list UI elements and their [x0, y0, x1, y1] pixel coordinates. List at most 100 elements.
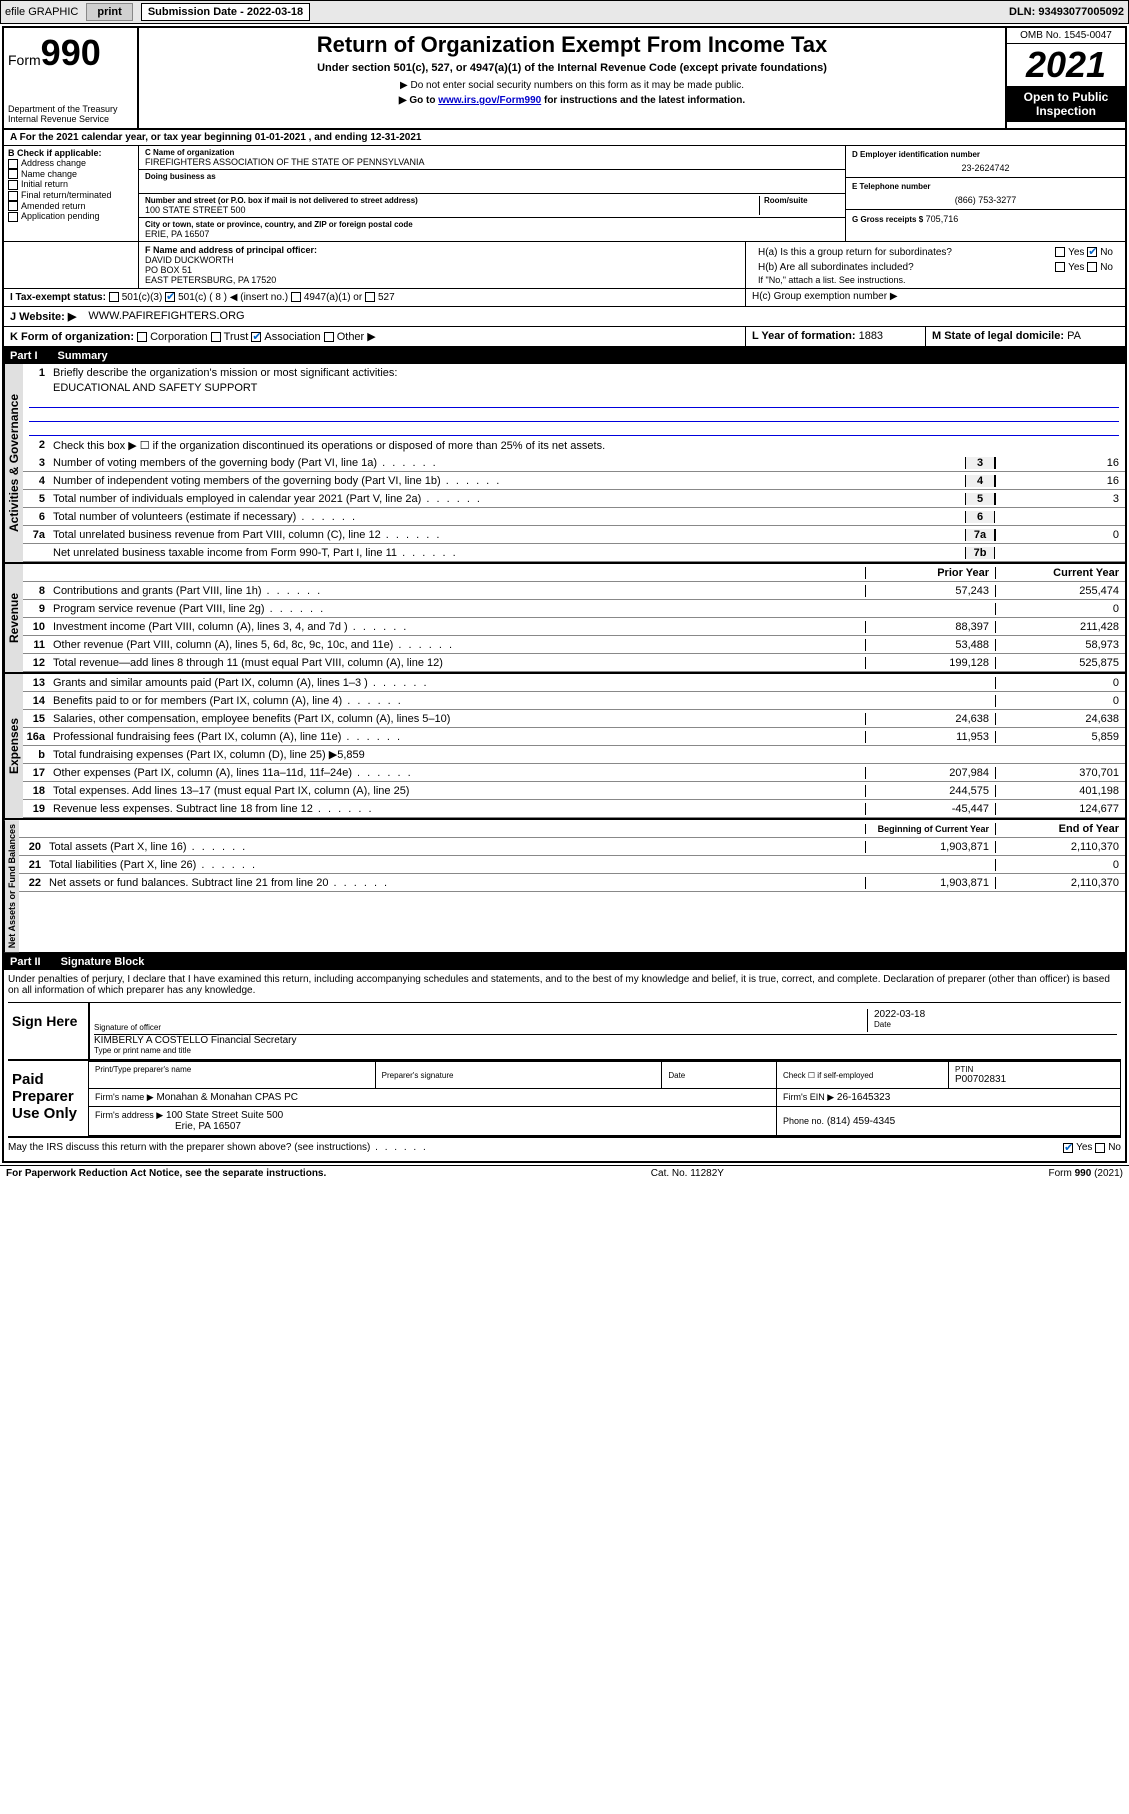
l4-desc: Number of independent voting members of … — [51, 475, 965, 487]
signature-block: Under penalties of perjury, I declare th… — [4, 970, 1125, 1161]
domicile-value: PA — [1067, 330, 1081, 342]
sig-date: 2022-03-18 — [874, 1009, 1117, 1020]
form-word: Form — [8, 52, 41, 68]
firm-name: Monahan & Monahan CPAS PC — [156, 1092, 298, 1103]
open-public-badge: Open to Public Inspection — [1007, 86, 1125, 122]
hb-yes[interactable] — [1055, 262, 1065, 272]
l3-val: 16 — [995, 457, 1125, 469]
part2-header: Part II Signature Block — [4, 954, 1125, 970]
dept-treasury: Department of the Treasury — [8, 104, 133, 114]
chk-address-change[interactable] — [8, 159, 18, 169]
org-address: 100 STATE STREET 500 — [145, 205, 759, 215]
vert-net: Net Assets or Fund Balances — [4, 820, 19, 952]
year-formation: 1883 — [859, 330, 883, 342]
ha-no[interactable] — [1087, 247, 1097, 257]
ha-yes[interactable] — [1055, 247, 1065, 257]
row-j: J Website: ▶ WWW.PAFIREFIGHTERS.ORG — [4, 307, 1125, 327]
form-990: Form990 Department of the Treasury Inter… — [2, 26, 1127, 1163]
chk-501c3[interactable] — [109, 292, 119, 302]
form-number: 990 — [41, 32, 101, 73]
chk-other[interactable] — [324, 332, 334, 342]
vert-expenses: Expenses — [4, 674, 23, 818]
section-revenue: Revenue Prior YearCurrent Year 8Contribu… — [4, 564, 1125, 674]
box-deg: D Employer identification number 23-2624… — [845, 146, 1125, 241]
chk-initial-return[interactable] — [8, 180, 18, 190]
chk-app-pending[interactable] — [8, 212, 18, 222]
end-year-hdr: End of Year — [995, 823, 1125, 835]
top-toolbar: efile GRAPHIC print Submission Date - 20… — [0, 0, 1129, 24]
sig-officer-label: Signature of officer — [94, 1023, 867, 1032]
may-discuss: May the IRS discuss this return with the… — [8, 1142, 428, 1153]
subtitle-2: ▶ Do not enter social security numbers o… — [147, 80, 997, 91]
chk-trust[interactable] — [211, 332, 221, 342]
chk-final-return[interactable] — [8, 191, 18, 201]
date-label: Date — [874, 1020, 1117, 1029]
firm-addr2: Erie, PA 16507 — [175, 1121, 241, 1132]
chk-4947[interactable] — [291, 292, 301, 302]
type-name-label: Type or print name and title — [94, 1046, 1117, 1055]
chk-501c[interactable] — [165, 292, 175, 302]
preparer-table: Print/Type preparer's name Preparer's si… — [88, 1061, 1121, 1136]
print-button[interactable]: print — [86, 3, 132, 21]
irs-link[interactable]: www.irs.gov/Form990 — [438, 95, 541, 106]
city-label: City or town, state or province, country… — [145, 220, 839, 229]
paid-preparer-label: Paid Preparer Use Only — [8, 1061, 88, 1136]
subtitle-3: ▶ Go to www.irs.gov/Form990 for instruct… — [147, 95, 997, 106]
beg-year-hdr: Beginning of Current Year — [865, 824, 995, 834]
vert-governance: Activities & Governance — [4, 364, 23, 562]
dln-label: DLN: 93493077005092 — [1009, 6, 1124, 18]
l7a-desc: Total unrelated business revenue from Pa… — [51, 529, 965, 541]
l5-val: 3 — [995, 493, 1125, 505]
box-c: C Name of organization FIREFIGHTERS ASSO… — [139, 146, 845, 241]
part1-title: Summary — [58, 350, 108, 362]
efile-label: efile GRAPHIC — [5, 6, 78, 18]
section-net-assets: Net Assets or Fund Balances Beginning of… — [4, 820, 1125, 954]
officer-addr1: PO BOX 51 — [145, 265, 739, 275]
room-label: Room/suite — [764, 196, 839, 205]
declaration: Under penalties of perjury, I declare th… — [8, 974, 1121, 996]
form-ref: Form 990 (2021) — [1049, 1168, 1123, 1179]
h-note: If "No," attach a list. See instructions… — [752, 275, 1119, 285]
section-governance: Activities & Governance 1Briefly describ… — [4, 364, 1125, 564]
part1-header: Part I Summary — [4, 348, 1125, 364]
hc-label: H(c) Group exemption number ▶ — [752, 291, 898, 302]
phone-label: E Telephone number — [852, 182, 1119, 191]
l3-desc: Number of voting members of the governin… — [51, 457, 965, 469]
website-label: J Website: ▶ — [4, 307, 82, 326]
officer-typed-name: KIMBERLY A COSTELLO Financial Secretary — [94, 1035, 1117, 1046]
chk-527[interactable] — [365, 292, 375, 302]
cat-no: Cat. No. 11282Y — [651, 1168, 724, 1179]
discuss-no[interactable] — [1095, 1143, 1105, 1153]
ha-label: H(a) Is this a group return for subordin… — [758, 247, 952, 258]
part1-no: Part I — [10, 350, 38, 362]
page-footer: For Paperwork Reduction Act Notice, see … — [0, 1165, 1129, 1181]
l7b-desc: Net unrelated business taxable income fr… — [51, 547, 965, 559]
year-formation-label: L Year of formation: — [752, 330, 856, 342]
firm-phone: (814) 459-4345 — [827, 1116, 895, 1127]
box-b-label: B Check if applicable: — [8, 148, 134, 158]
dba-label: Doing business as — [145, 172, 839, 181]
org-name: FIREFIGHTERS ASSOCIATION OF THE STATE OF… — [145, 157, 839, 167]
discuss-yes[interactable] — [1063, 1143, 1073, 1153]
row-a-period: A For the 2021 calendar year, or tax yea… — [4, 130, 1125, 146]
form-header: Form990 Department of the Treasury Inter… — [4, 28, 1125, 130]
current-year-hdr: Current Year — [995, 567, 1125, 579]
chk-name-change[interactable] — [8, 169, 18, 179]
hb-no[interactable] — [1087, 262, 1097, 272]
website-value: WWW.PAFIREFIGHTERS.ORG — [82, 307, 250, 326]
l7a-val: 0 — [995, 529, 1125, 541]
chk-corp[interactable] — [137, 332, 147, 342]
chk-assoc[interactable] — [251, 332, 261, 342]
gross-label: G Gross receipts $ — [852, 215, 923, 224]
omb-number: OMB No. 1545-0047 — [1007, 28, 1125, 44]
l6-desc: Total number of volunteers (estimate if … — [51, 511, 965, 523]
officer-addr2: EAST PETERSBURG, PA 17520 — [145, 275, 739, 285]
chk-amended[interactable] — [8, 201, 18, 211]
ptin-value: P00702831 — [955, 1074, 1114, 1085]
part2-no: Part II — [10, 956, 41, 968]
row-klm: K Form of organization: Corporation Trus… — [4, 327, 1125, 348]
org-form-label: K Form of organization: — [10, 331, 134, 343]
phone-value: (866) 753-3277 — [852, 195, 1119, 205]
submission-date: Submission Date - 2022-03-18 — [141, 3, 310, 21]
tax-year: 2021 — [1007, 44, 1125, 86]
